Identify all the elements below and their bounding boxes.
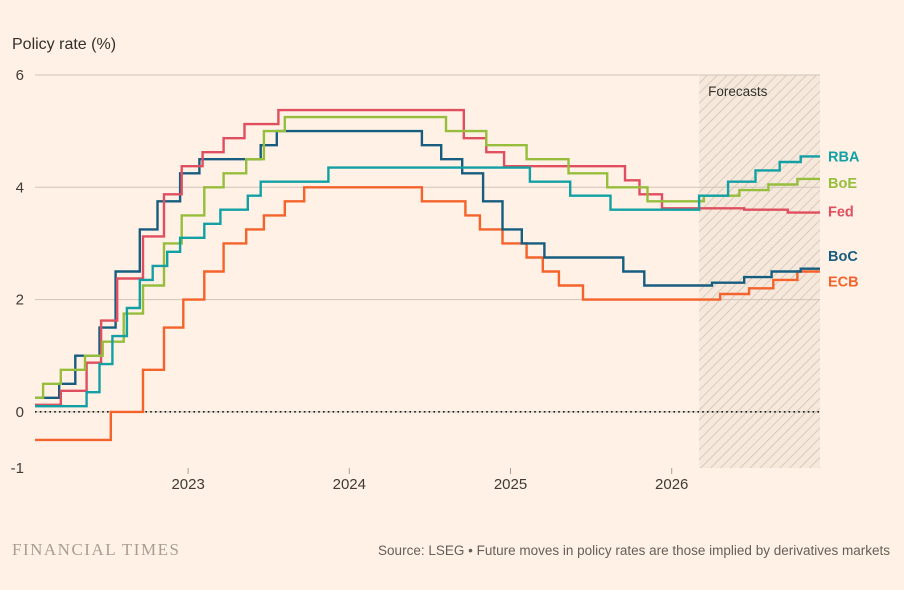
series-label-ecb: ECB: [828, 275, 859, 291]
series-line-rba: [35, 155, 820, 408]
ft-logo: FINANCIAL TIMES: [12, 540, 181, 559]
x-tick-label: 2024: [333, 476, 366, 493]
y-tick-label: 0: [16, 404, 24, 421]
series-line-ecb: [35, 186, 820, 442]
chart-title: Policy rate (%): [12, 36, 117, 53]
y-tick-label: 4: [16, 179, 24, 196]
series-label-boe: BoE: [828, 176, 857, 192]
x-tick-label: 2025: [494, 476, 527, 493]
footer: FINANCIAL TIMES Source: LSEG • Future mo…: [0, 534, 904, 566]
x-tick-label: 2026: [655, 476, 688, 493]
policy-rate-chart: 2023 2024 2025 2026 6 4 2 0 -1 Forecasts ECB BoC Fed…: [11, 67, 860, 493]
forecast-label: Forecasts: [708, 84, 768, 99]
series-line-boc: [35, 129, 820, 399]
series-line-fed: [35, 108, 820, 406]
source-note: Source: LSEG • Future moves in policy ra…: [378, 542, 890, 558]
y-tick-label: 2: [16, 292, 24, 309]
series-label-fed: Fed: [828, 204, 854, 220]
series-line-boe: [35, 115, 820, 399]
series-label-boc: BoC: [828, 249, 858, 265]
x-tick-label: 2023: [171, 476, 204, 493]
series-label-rba: RBA: [828, 149, 860, 165]
y-tick-label: 6: [16, 67, 24, 84]
y-tick-label: -1: [11, 460, 24, 477]
